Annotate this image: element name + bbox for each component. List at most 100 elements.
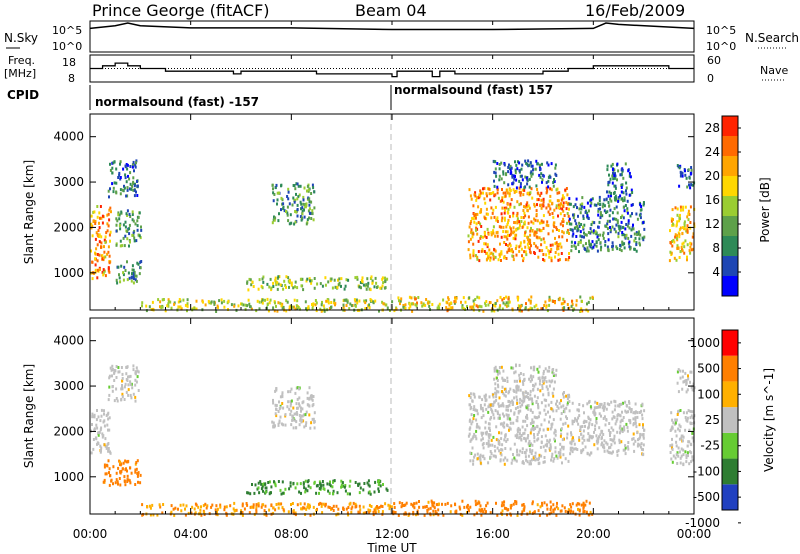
scatter-cell (506, 191, 509, 195)
scatter-cell (690, 414, 693, 418)
scatter-cell (540, 454, 543, 458)
scatter-cell (449, 510, 452, 514)
x-axis-label: Time UT (366, 541, 417, 554)
scatter-cell (505, 295, 508, 299)
scatter-cell (272, 285, 275, 288)
scatter-cell (294, 307, 297, 311)
scatter-cell (557, 214, 559, 218)
scatter-cell (563, 407, 566, 411)
scatter-cell (282, 287, 285, 291)
scatter-cell (552, 418, 555, 422)
scatter-cell (503, 218, 506, 222)
scatter-cell (530, 374, 532, 378)
scatter-cell (676, 451, 679, 455)
scatter-cell (615, 217, 618, 221)
scatter-cell (568, 256, 571, 259)
scatter-cell (562, 395, 565, 399)
scatter-cell (571, 303, 574, 306)
scatter-cell (469, 505, 472, 509)
scatter-cell (685, 411, 688, 415)
scatter-cell (492, 231, 495, 235)
scatter-cell (503, 378, 506, 382)
scatter-cell (496, 216, 499, 220)
scatter-cell (451, 306, 454, 310)
scatter-cell (487, 303, 490, 307)
scatter-cell (487, 439, 490, 443)
scatter-cell (610, 164, 613, 168)
scatter-cell (529, 229, 532, 233)
scatter-cell (496, 513, 499, 517)
scatter-cell (121, 372, 124, 376)
scatter-cell (684, 227, 687, 231)
scatter-cell (324, 502, 327, 506)
scatter-cell (516, 398, 519, 402)
scatter-cell (535, 184, 538, 188)
scatter-cell (108, 385, 111, 389)
scatter-cell (494, 365, 497, 369)
scatter-cell (204, 502, 207, 506)
scatter-cell (518, 304, 521, 308)
scatter-cell (614, 194, 617, 198)
scatter-cell (502, 369, 505, 373)
scatter-cell (399, 299, 402, 303)
scatter-cell (601, 205, 604, 209)
scatter-cell (507, 233, 509, 237)
scatter-cell (509, 400, 512, 404)
scatter-cell (426, 510, 429, 514)
scatter-cell (570, 240, 573, 244)
scatter-cell (685, 379, 688, 382)
scatter-cell (507, 297, 510, 301)
scatter-cell (526, 242, 529, 246)
scatter-cell (685, 456, 688, 460)
scatter-cell (265, 513, 268, 517)
scatter-cell (426, 508, 429, 512)
scatter-cell (197, 505, 200, 509)
scatter-cell (549, 175, 552, 179)
scatter-cell (220, 301, 223, 305)
scatter-cell (578, 436, 581, 440)
scatter-cell (286, 213, 289, 217)
scatter-cell (545, 385, 548, 389)
scatter-cell (283, 279, 286, 283)
scatter-cell (130, 187, 133, 191)
scatter-cell (372, 300, 375, 304)
scatter-cell (624, 409, 627, 413)
scatter-cell (555, 174, 558, 177)
scatter-cell (96, 243, 99, 247)
scatter-cell (266, 282, 269, 286)
scatter-cell (321, 511, 324, 515)
scatter-cell (133, 270, 136, 274)
scatter-cell (620, 418, 623, 422)
scatter-cell (597, 207, 600, 211)
scatter-cell (462, 296, 465, 300)
freq-right-tick-bottom: 0 (707, 72, 714, 85)
scatter-cell (480, 208, 483, 212)
scatter-cell (619, 420, 622, 424)
scatter-cell (640, 447, 643, 451)
scatter-cell (686, 255, 688, 259)
scatter-cell (681, 249, 684, 253)
scatter-cell (91, 415, 94, 418)
scatter-cell (269, 277, 272, 281)
scatter-cell (674, 418, 677, 422)
scatter-cell (118, 217, 121, 221)
scatter-cell (280, 196, 283, 200)
scatter-cell (326, 482, 329, 486)
scatter-cell (535, 159, 538, 163)
scatter-cell (635, 212, 638, 216)
power-panel-frame (89, 113, 695, 311)
scatter-cell (613, 434, 616, 438)
scatter-cell (133, 277, 135, 281)
colorbar-tick-label: 1000 (689, 336, 720, 350)
scatter-cell (512, 211, 515, 215)
scatter-cell (539, 411, 542, 415)
scatter-cell (282, 406, 285, 410)
scatter-cell (624, 400, 627, 404)
scatter-cell (536, 198, 539, 202)
scatter-cell (323, 309, 326, 313)
scatter-cell (487, 232, 490, 236)
scatter-cell (252, 285, 255, 288)
scatter-cell (365, 299, 368, 303)
scatter-cell (127, 375, 129, 379)
